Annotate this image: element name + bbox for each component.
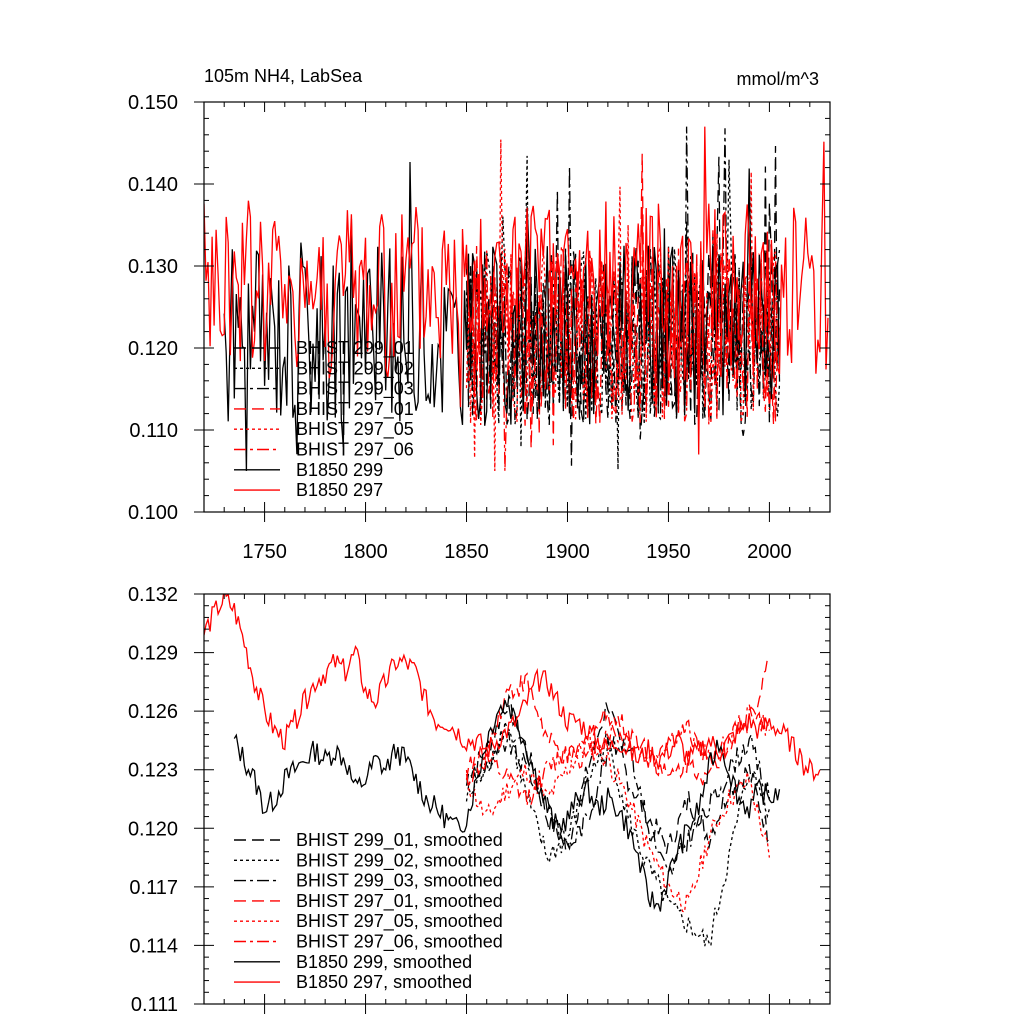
x-tick-label: 1750 (242, 541, 287, 563)
series-line-b1850-299-smoothed (233, 699, 781, 912)
legend-label: BHIST 297_05, smoothed (296, 911, 503, 932)
series-line-bhist-297-06 (465, 230, 781, 472)
y-tick-label: 0.130 (128, 256, 178, 278)
plot-frame (203, 101, 831, 513)
plot-frame (203, 593, 831, 1005)
top-panel: 105m NH4, LabSea mmol/m^3 1750 1800 1850 19… (128, 66, 831, 563)
legend-label: B1850 297 (296, 480, 383, 500)
legend-label: BHIST 299_02, smoothed (296, 850, 503, 871)
series-line-b1850-297-smoothed (204, 594, 821, 783)
series-line-bhist-299-03-smoothed (465, 731, 771, 875)
y-tick-label: 0.140 (128, 174, 178, 196)
series-lines (204, 594, 821, 948)
series-line-b1850-297 (204, 126, 829, 455)
top-panel-title: 105m NH4, LabSea (204, 66, 363, 86)
legend-label: BHIST 297_05 (296, 419, 414, 440)
x-tick-label: 1900 (545, 541, 590, 563)
top-panel-units: mmol/m^3 (737, 69, 819, 89)
legend-label: BHIST 297_01, smoothed (296, 891, 503, 912)
x-tick-label: 1850 (444, 541, 489, 563)
legend-label: BHIST 297_06, smoothed (296, 932, 503, 953)
legend-label: BHIST 299_01, smoothed (296, 830, 503, 851)
legend-label: BHIST 299_03, smoothed (296, 871, 503, 892)
top-plot-area: 1750 1800 1850 1900 1950 2000 0.100 0.110 0.120 0… (128, 92, 831, 563)
y-tick-label: 0.110 (129, 420, 178, 442)
y-tick-label: 0.100 (128, 502, 178, 524)
legend-label: B1850 299 (296, 460, 383, 480)
series-line-bhist-299-02-smoothed (465, 721, 771, 948)
y-tick-label: 0.114 (129, 935, 178, 957)
bottom-panel: 0.111 0.114 0.117 0.120 0.123 0.126 0.129 0.132… (128, 584, 831, 1016)
y-tick-label: 0.111 (131, 994, 178, 1016)
legend-label: BHIST 299_01 (296, 338, 414, 359)
legend-label: BHIST 299_02 (296, 358, 414, 379)
legend-label: BHIST 299_03 (296, 379, 414, 400)
legend-label: BHIST 297_06 (296, 440, 414, 461)
y-tick-label: 0.120 (128, 338, 178, 360)
series-line-bhist-299-01-smoothed (465, 693, 770, 854)
legend-label: BHIST 297_01 (296, 399, 414, 420)
series-line-bhist-297-01-smoothed (465, 657, 770, 786)
x-tick-label: 2000 (747, 541, 792, 563)
y-tick-label: 0.129 (128, 643, 178, 665)
bottom-plot-area: 0.111 0.114 0.117 0.120 0.123 0.126 0.129 0.132… (128, 584, 831, 1016)
y-tick-label: 0.126 (128, 701, 178, 723)
y-tick-label: 0.120 (128, 818, 178, 840)
y-tick-label: 0.150 (128, 92, 178, 114)
y-tick-label: 0.132 (128, 584, 178, 606)
legend-label: B1850 299, smoothed (296, 952, 472, 972)
y-tick-label: 0.117 (129, 877, 178, 899)
x-tick-label: 1800 (343, 541, 388, 563)
legend-label: B1850 297, smoothed (296, 972, 472, 992)
series-lines (204, 126, 829, 472)
y-tick-label: 0.123 (128, 760, 178, 782)
x-tick-label: 1950 (646, 541, 691, 563)
